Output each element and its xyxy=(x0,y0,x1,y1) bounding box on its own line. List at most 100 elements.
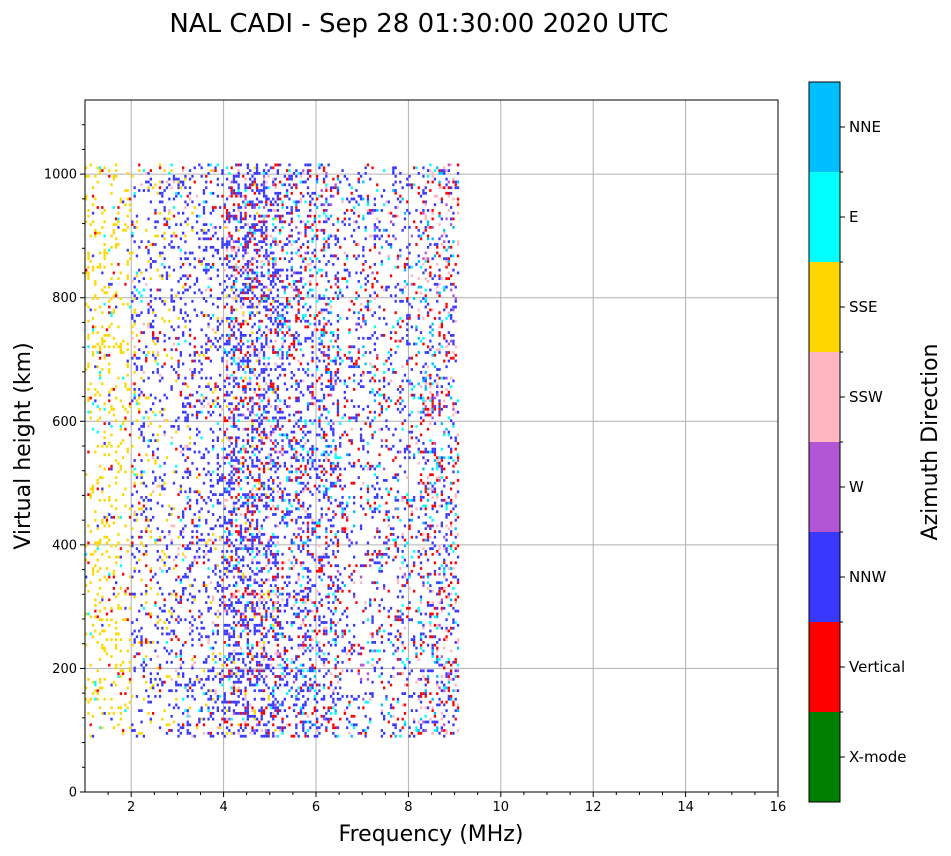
heatmap-cell xyxy=(170,615,173,619)
heatmap-cell xyxy=(168,592,171,596)
heatmap-cell xyxy=(274,274,277,278)
heatmap-cell xyxy=(168,555,171,559)
heatmap-cell xyxy=(318,490,321,494)
heatmap-cell xyxy=(281,731,284,735)
heatmap-cell xyxy=(186,385,189,388)
heatmap-cell xyxy=(260,484,263,488)
heatmap-cell xyxy=(299,564,303,568)
heatmap-cell xyxy=(140,311,143,315)
heatmap-cell xyxy=(286,268,289,272)
heatmap-cell xyxy=(117,263,120,266)
heatmap-cell xyxy=(265,163,268,167)
heatmap-cell xyxy=(267,399,270,403)
heatmap-cell xyxy=(221,476,224,479)
heatmap-cell xyxy=(91,402,95,406)
heatmap-cell xyxy=(237,555,240,559)
heatmap-cell xyxy=(230,521,233,525)
heatmap-cell xyxy=(283,220,286,224)
heatmap-cell xyxy=(101,444,104,448)
heatmap-cell xyxy=(128,700,132,704)
heatmap-cell xyxy=(142,371,145,374)
heatmap-cell xyxy=(152,456,155,460)
heatmap-cell xyxy=(302,723,305,727)
heatmap-cell xyxy=(138,427,141,431)
heatmap-cell xyxy=(258,214,261,218)
heatmap-cell xyxy=(258,606,261,610)
heatmap-cell xyxy=(230,348,233,352)
heatmap-cell xyxy=(309,720,312,724)
heatmap-cell xyxy=(320,569,323,573)
heatmap-cell xyxy=(112,569,115,573)
heatmap-cell xyxy=(228,402,231,406)
heatmap-cell xyxy=(313,601,316,604)
heatmap-cell xyxy=(262,677,266,681)
heatmap-cell xyxy=(255,203,259,207)
heatmap-cell xyxy=(272,700,275,704)
heatmap-cell xyxy=(216,248,219,252)
heatmap-cell xyxy=(262,191,266,195)
heatmap-cell xyxy=(140,368,143,371)
heatmap-cell xyxy=(161,484,164,488)
heatmap-cell xyxy=(279,257,282,261)
heatmap-cell xyxy=(219,677,222,681)
heatmap-cell xyxy=(260,345,263,349)
heatmap-cell xyxy=(255,211,259,215)
heatmap-cell xyxy=(122,302,125,306)
heatmap-cell xyxy=(216,385,219,388)
heatmap-cell xyxy=(182,697,185,701)
heatmap-cell xyxy=(288,479,291,482)
heatmap-cell xyxy=(133,467,136,471)
heatmap-cell xyxy=(232,504,236,508)
heatmap-cell xyxy=(297,655,300,658)
heatmap-cell xyxy=(170,356,173,360)
heatmap-cell xyxy=(269,430,273,434)
heatmap-cell xyxy=(322,714,326,718)
heatmap-cell xyxy=(272,541,275,545)
heatmap-cell xyxy=(244,376,247,380)
heatmap-cell xyxy=(269,288,273,292)
heatmap-cell xyxy=(309,194,312,198)
heatmap-cell xyxy=(205,223,208,226)
heatmap-cell xyxy=(255,402,259,406)
heatmap-cell xyxy=(255,592,259,596)
heatmap-cell xyxy=(249,334,252,337)
heatmap-cell xyxy=(322,359,326,363)
heatmap-cell xyxy=(283,535,286,539)
heatmap-cell xyxy=(179,194,182,198)
heatmap-cell xyxy=(175,348,178,352)
heatmap-cell xyxy=(281,498,284,502)
heatmap-cell xyxy=(91,484,95,488)
heatmap-cell xyxy=(288,595,291,599)
heatmap-cell xyxy=(165,456,169,460)
heatmap-cell xyxy=(313,217,316,221)
heatmap-cell xyxy=(242,362,245,366)
heatmap-cell xyxy=(110,322,113,326)
heatmap-cell xyxy=(149,265,152,269)
heatmap-cell xyxy=(302,447,305,451)
heatmap-cell xyxy=(269,382,273,386)
heatmap-cell xyxy=(110,504,113,508)
heatmap-cell xyxy=(239,527,243,531)
heatmap-cell xyxy=(318,416,321,420)
heatmap-cell xyxy=(191,371,194,374)
heatmap-cell xyxy=(306,544,310,548)
heatmap-cell xyxy=(297,592,300,596)
heatmap-cell xyxy=(184,257,187,261)
heatmap-cell xyxy=(242,456,245,460)
heatmap-cell xyxy=(202,555,206,559)
heatmap-cell xyxy=(249,299,252,303)
heatmap-cell xyxy=(255,305,259,309)
heatmap-cell xyxy=(223,430,226,434)
heatmap-cell xyxy=(269,166,273,170)
heatmap-cell xyxy=(182,183,185,187)
heatmap-cell xyxy=(295,251,298,255)
heatmap-cell xyxy=(156,220,159,224)
heatmap-cell xyxy=(212,484,215,488)
heatmap-cell xyxy=(205,473,208,477)
heatmap-cell xyxy=(258,433,261,437)
heatmap-cell xyxy=(138,314,141,317)
heatmap-cell xyxy=(290,268,293,272)
heatmap-cell xyxy=(225,211,229,215)
heatmap-cell xyxy=(126,302,129,306)
heatmap-cell xyxy=(255,243,259,246)
